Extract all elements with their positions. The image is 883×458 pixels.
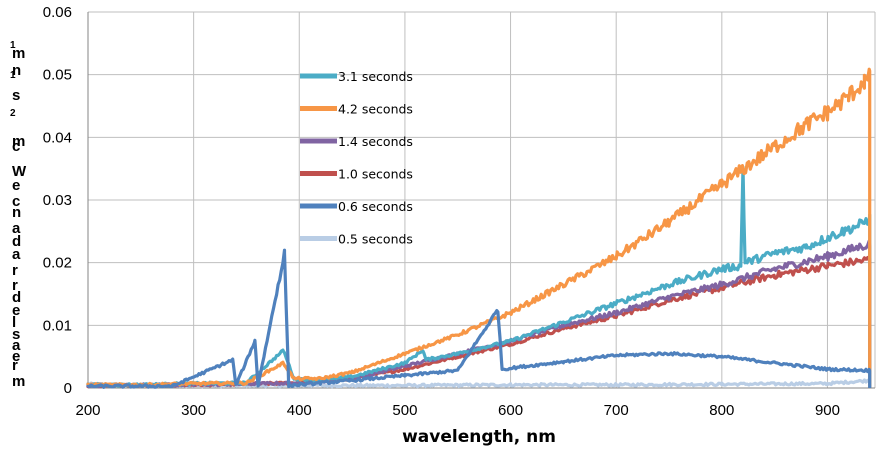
legend-label: 0.6 seconds: [338, 199, 413, 214]
y-axis-label-fragment: e: [12, 302, 20, 319]
y-tick-label: 0.06: [43, 4, 72, 21]
y-axis-label-fragment: a: [12, 220, 21, 237]
y-axis-label-fragment: d: [12, 233, 21, 250]
axes: [87, 12, 875, 389]
y-axis-label-fragment: 1: [10, 40, 16, 51]
legend-label: 1.0 seconds: [338, 167, 413, 182]
y-tick-label: 0.01: [43, 317, 72, 334]
y-axis-label-fragment: e: [12, 177, 20, 194]
series-line: [86, 67, 872, 388]
series-line: [86, 248, 872, 389]
x-tick-label: 700: [604, 402, 629, 419]
legend-label: 4.2 seconds: [338, 102, 413, 117]
legend-label: 3.1 seconds: [338, 69, 413, 84]
y-axis-label-fragment: m: [12, 133, 25, 150]
y-axis-label-fragment: r: [12, 262, 18, 279]
y-axis-label-fragment: c: [12, 138, 20, 155]
grid-lines: [87, 11, 876, 389]
y-axis-label-fragment: n: [12, 62, 21, 79]
x-tick-label: 600: [498, 402, 523, 419]
y-axis-label-fragment: r: [12, 357, 18, 374]
y-axis-label-fragment: W: [12, 163, 27, 180]
y-tick-label: 0.04: [43, 129, 72, 146]
legend: 3.1 seconds 4.2 seconds 1.4 seconds 1.0 sec…: [300, 69, 413, 247]
y-axis-label-fragment: c: [12, 193, 20, 210]
y-tick-label: 0: [64, 380, 72, 397]
y-tick-labels: 0 0.01 0.02 0.03 0.04 0.05 0.06: [43, 4, 72, 397]
y-tick-label: 0.03: [43, 192, 72, 209]
y-axis-label-fragment: r: [12, 277, 18, 294]
y-axis-label-fragment: s: [12, 326, 20, 343]
y-tick-label: 0.05: [43, 67, 72, 84]
y-axis-label-fragment: 1: [10, 70, 16, 81]
x-tick-label: 200: [75, 402, 100, 419]
y-axis-label-fragment: a: [12, 246, 21, 263]
y-axis-label-fragment: n: [12, 204, 21, 221]
y-axis-label-fragment: m: [12, 373, 25, 390]
y-axis-label-fragment: l: [12, 314, 16, 331]
legend-label: 1.4 seconds: [338, 134, 413, 149]
y-axis-label-fragment: d: [12, 289, 21, 306]
x-tick-labels: 200 300 400 500 600 700 800 900: [75, 402, 839, 419]
y-axis-label-fragment: s: [12, 87, 20, 104]
x-tick-label: 800: [709, 402, 734, 419]
y-axis-label-fragment: a: [12, 337, 21, 354]
x-tick-label: 300: [181, 402, 206, 419]
x-tick-label: 500: [392, 402, 417, 419]
series-lines: [86, 67, 872, 389]
x-tick-label: 400: [287, 402, 312, 419]
y-axis-label-fragment: e: [12, 348, 20, 365]
y-axis-label-fragment: 2: [10, 108, 16, 119]
legend-label: 0.5 seconds: [338, 232, 413, 247]
y-axis-label-fragment: m: [12, 45, 25, 62]
x-tick-label: 900: [815, 402, 840, 419]
y-tick-label: 0.02: [43, 255, 72, 272]
x-axis-label: wavelength, nm: [402, 427, 556, 447]
